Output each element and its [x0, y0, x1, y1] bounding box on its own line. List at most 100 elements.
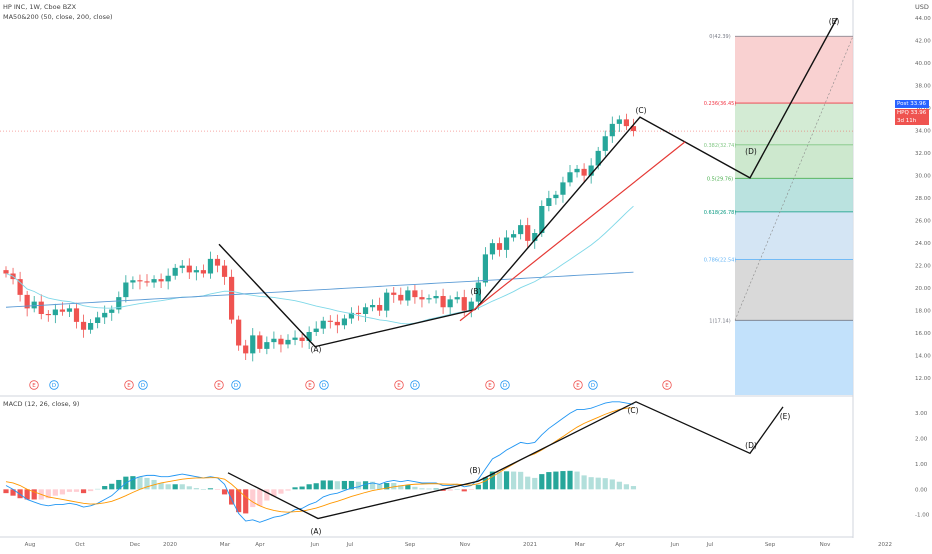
fib-zone	[735, 178, 853, 212]
earnings-event-marker: E	[29, 380, 39, 390]
event-circle	[305, 380, 315, 390]
candle-body	[73, 308, 80, 322]
time-tick-label: Apr	[255, 542, 265, 548]
time-tick-label: Jul	[346, 542, 354, 548]
macd-histogram-bar	[102, 486, 108, 490]
macd-tick-label: 0.00	[915, 487, 928, 493]
candle-body	[38, 301, 44, 314]
candle-body	[377, 305, 383, 311]
macd-histogram-bar	[560, 471, 566, 490]
ma-legend: MA50&200 (50, close, 200, close)	[3, 13, 113, 21]
macd-histogram-bar	[186, 486, 192, 490]
candle-body	[475, 282, 481, 302]
earnings-event-marker: E	[305, 380, 315, 390]
macd-histogram-bar	[250, 489, 256, 508]
symbol-badge-label: HPQ	[897, 110, 909, 116]
macd-histogram-bar	[144, 477, 150, 490]
macd-histogram-bar	[24, 489, 30, 500]
candle-body	[66, 308, 73, 312]
macd-histogram-bar	[236, 489, 242, 513]
time-tick-label: Nov	[460, 542, 471, 548]
macd-histogram-bar	[109, 483, 115, 490]
macd-histogram-bar	[278, 489, 284, 494]
candle-body	[412, 290, 418, 298]
ma200-line	[5, 271, 634, 308]
dividend-event-marker: D	[319, 380, 329, 390]
candle-body	[278, 338, 284, 345]
macd-histogram-bar	[489, 471, 496, 490]
candle-body	[525, 225, 531, 241]
candle-body	[165, 275, 171, 282]
candle-body	[511, 234, 517, 238]
macd-histogram-bar	[179, 484, 185, 490]
price-tick-label: 14.00	[915, 354, 931, 360]
macd-histogram-bar	[306, 484, 312, 490]
macd-wave-label: (A)	[311, 527, 322, 536]
candle-body	[384, 292, 390, 311]
earnings-event-marker: E	[124, 380, 134, 390]
candle-body	[433, 296, 439, 299]
time-tick-label: Sep	[765, 542, 776, 548]
macd-histogram-bar	[95, 488, 101, 490]
price-wave-label: (B)	[471, 287, 482, 296]
candle-body	[17, 279, 23, 295]
event-letter: D	[52, 383, 56, 389]
fib-level-label: 0.786(22.54)	[704, 258, 737, 264]
time-tick-label: Mar	[575, 542, 586, 548]
price-tick-label: 38.00	[915, 84, 931, 90]
macd-wave-label: (B)	[470, 466, 481, 475]
macd-tick-label: 3.00	[915, 411, 928, 417]
price-tick-label: 26.00	[915, 219, 931, 225]
macd-histogram-bar	[623, 484, 629, 490]
symbol-badge-value: 33.96	[910, 110, 927, 116]
macd-histogram-bar	[66, 489, 73, 492]
macd-histogram-bar	[45, 489, 51, 499]
post-badge: Post 33.96	[895, 100, 929, 108]
earnings-event-marker: E	[394, 380, 404, 390]
candle-body	[186, 265, 192, 273]
candle-body	[102, 312, 108, 318]
time-tick-label: Apr	[615, 542, 625, 548]
earnings-event-marker: E	[214, 380, 224, 390]
event-circle	[49, 380, 59, 390]
earnings-event-marker: E	[662, 380, 672, 390]
event-circle	[319, 380, 329, 390]
candle-body	[116, 297, 122, 310]
event-letter: E	[397, 383, 401, 389]
fib-zone	[735, 36, 853, 104]
candle-body	[419, 297, 425, 300]
candle-body	[236, 319, 242, 346]
event-letter: D	[322, 383, 326, 389]
symbol-badge: HPQ 33.96	[895, 109, 929, 117]
macd-histogram-bar	[496, 472, 503, 490]
candle-body	[398, 294, 404, 301]
event-letter: D	[141, 383, 145, 389]
price-tick-label: 44.00	[915, 16, 931, 22]
macd-histogram-bar	[334, 481, 340, 490]
dividend-event-marker: D	[588, 380, 598, 390]
price-tick-label: 42.00	[915, 39, 931, 45]
time-tick-label: 2022	[878, 542, 892, 548]
candle-body	[630, 126, 637, 132]
price-wave-label: (A)	[311, 345, 322, 354]
macd-histogram-bar	[454, 489, 460, 490]
price-tick-label: 34.00	[915, 129, 931, 135]
candle-body	[327, 320, 333, 322]
event-circle	[662, 380, 672, 390]
candle-body	[532, 233, 538, 241]
event-circle	[138, 380, 148, 390]
macd-histogram-bar	[553, 471, 559, 490]
macd-histogram-bar	[482, 477, 488, 490]
candle-body	[130, 280, 136, 283]
event-letter: E	[32, 383, 36, 389]
macd-histogram-bar	[17, 489, 23, 499]
candle-body	[320, 320, 326, 329]
event-letter: E	[665, 383, 669, 389]
macd-histogram-bar	[433, 488, 439, 490]
price-wave-label: (E)	[829, 17, 840, 26]
candle-body	[503, 237, 510, 250]
event-letter: E	[576, 383, 580, 389]
price-tick-label: 40.00	[915, 61, 931, 67]
